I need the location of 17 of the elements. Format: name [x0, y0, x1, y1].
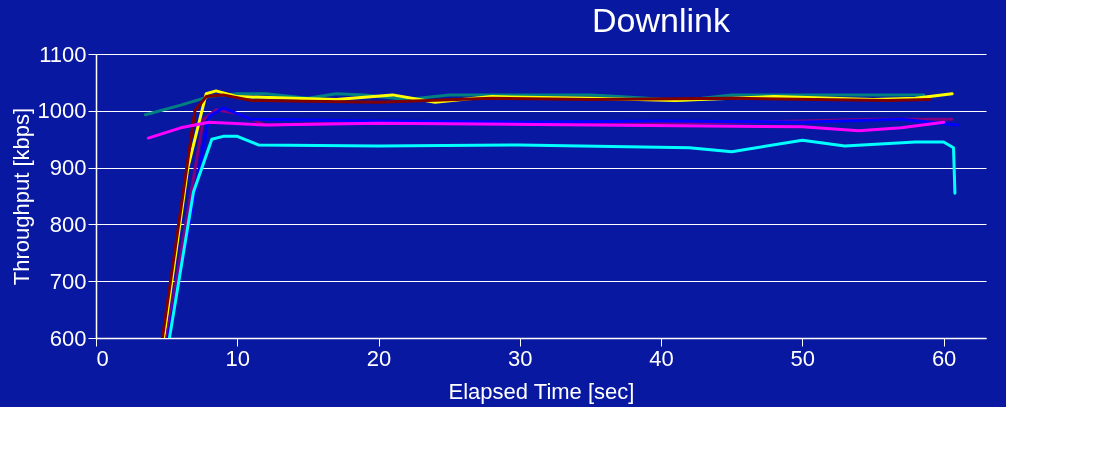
y-tick-label: 800 — [49, 211, 87, 237]
y-tick-label: 1100 — [39, 41, 87, 67]
x-tick-label: 10 — [225, 345, 251, 371]
line-series — [146, 120, 946, 140]
y-tick-label: 600 — [49, 325, 87, 351]
x-axis-title: Elapsed Time [sec] — [448, 378, 635, 404]
y-tick-label: 900 — [49, 155, 87, 181]
x-tick-label: 0 — [96, 345, 109, 371]
chart-title: Downlink — [592, 1, 731, 39]
x-tick-label: 20 — [366, 345, 392, 371]
y-tick-label: 1000 — [37, 98, 87, 124]
x-tick-label: 60 — [931, 345, 957, 371]
x-tick-label: 40 — [649, 345, 674, 371]
x-tick-label: 30 — [508, 345, 533, 371]
x-tick-label: 50 — [790, 345, 816, 371]
y-axis-title: Throughput [kbps] — [8, 107, 34, 286]
y-tick-label: 700 — [49, 268, 87, 294]
